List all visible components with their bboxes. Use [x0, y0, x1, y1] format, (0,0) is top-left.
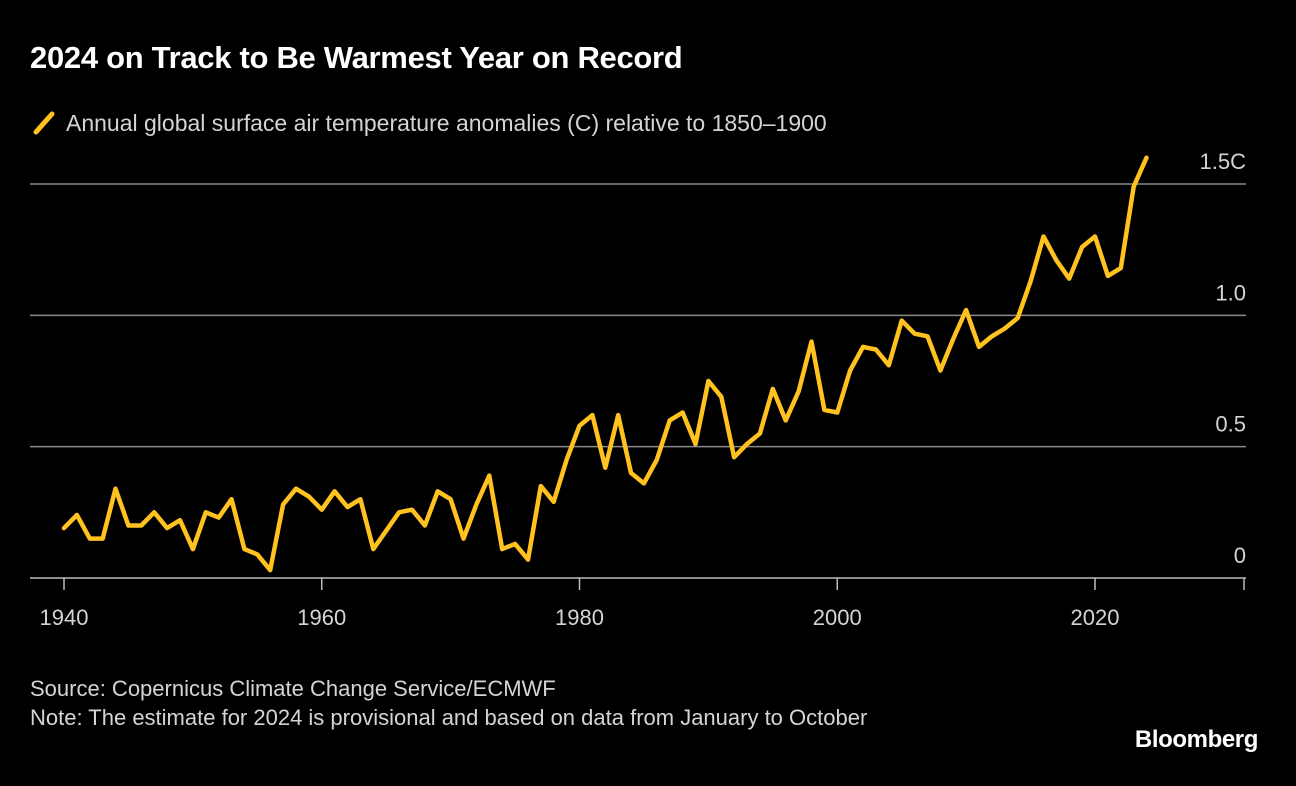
y-tick-label: 0.5: [1215, 412, 1246, 437]
legend: Annual global surface air temperature an…: [30, 106, 827, 140]
y-tick-label: 1.5C: [1200, 149, 1247, 174]
x-tick-label: 1980: [555, 605, 604, 630]
data-note: Note: The estimate for 2024 is provision…: [30, 705, 868, 730]
legend-line-icon: [33, 111, 55, 135]
y-tick-label: 0: [1234, 543, 1246, 568]
source-note: Source: Copernicus Climate Change Servic…: [30, 676, 556, 701]
x-tick-label: 1940: [40, 605, 89, 630]
x-axis: [30, 577, 1246, 590]
x-tick-label: 1960: [297, 605, 346, 630]
x-tick-label: 2020: [1071, 605, 1120, 630]
tick-labels: 0 0.5 1.0 1.5C 1940 1960 1980 2000 2020: [40, 149, 1247, 630]
series-layer: [61, 155, 1149, 573]
bloomberg-logo: Bloomberg: [1134, 726, 1258, 753]
legend-label: Annual global surface air temperature an…: [66, 109, 827, 136]
gridlines: [30, 183, 1246, 448]
y-tick-label: 1.0: [1215, 280, 1246, 305]
footer: Source: Copernicus Climate Change Servic…: [30, 674, 1030, 732]
chart-title: 2024 on Track to Be Warmest Year on Reco…: [30, 40, 683, 75]
x-tick-label: 2000: [813, 605, 862, 630]
series-line-0: [61, 155, 1149, 573]
